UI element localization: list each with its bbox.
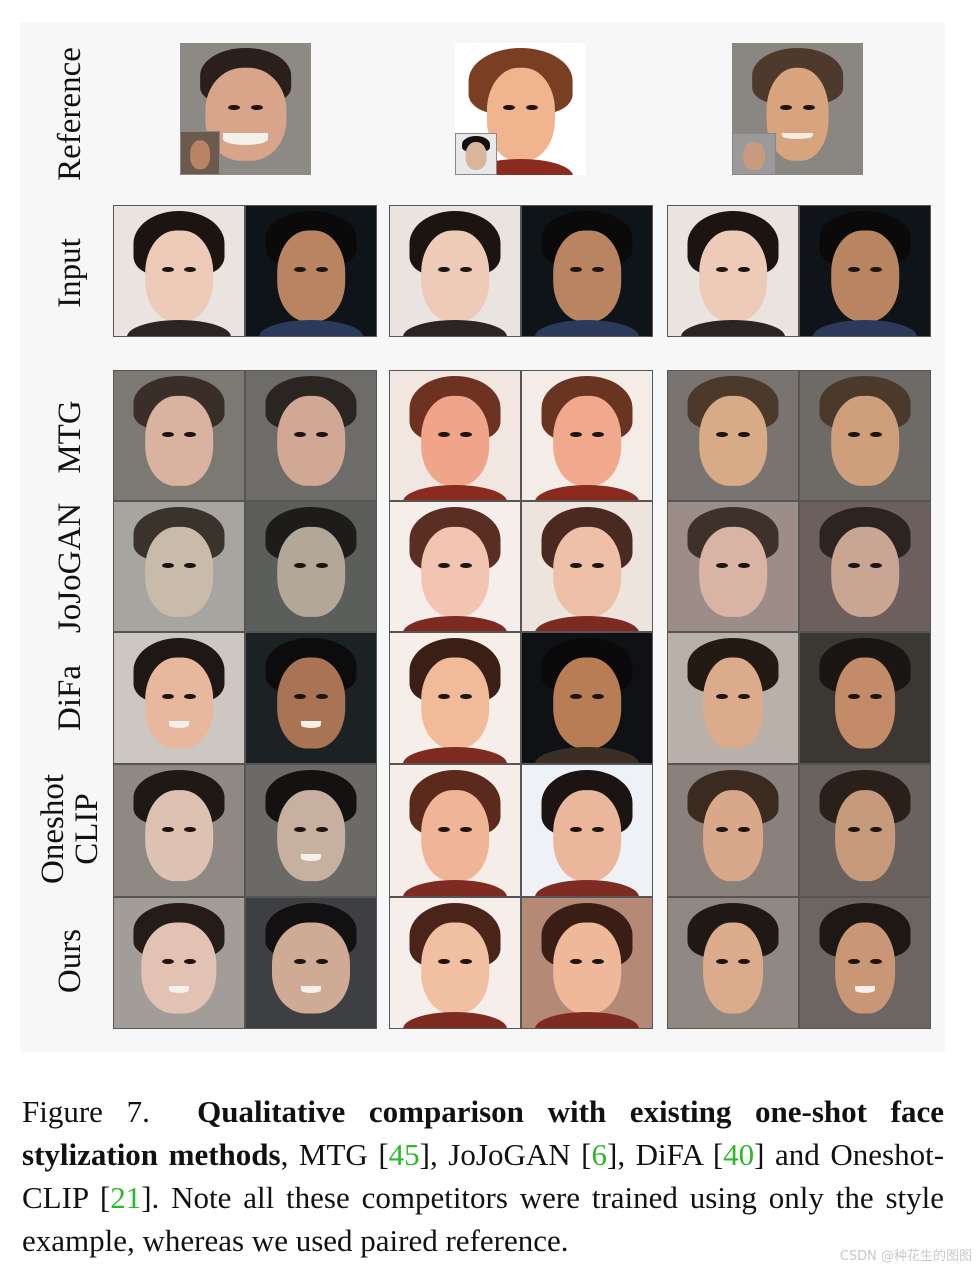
reference-image-3 <box>732 43 863 175</box>
citation-link-21[interactable]: 21 <box>110 1180 142 1215</box>
difa-group-1-woman <box>113 632 245 764</box>
watermark: CSDN @种花生的图图 <box>839 1249 972 1264</box>
difa-group-1-man <box>245 632 377 764</box>
jojogan-group-2-man <box>521 501 653 632</box>
row-label-difa-text: DiFa <box>52 665 88 731</box>
mtg-group-2-man <box>521 370 653 501</box>
oneshot-clip-group-1-man <box>245 764 377 897</box>
ours-group-2-man <box>521 897 653 1029</box>
input-group-2-man <box>521 205 653 337</box>
row-label-jojogan-text: JoJoGAN <box>52 502 88 634</box>
row-label-input-text: Input <box>52 238 88 308</box>
caption-part5: ]. Note all these competitors were train… <box>22 1180 944 1258</box>
row-label-mtg-text: MTG <box>52 400 88 474</box>
caption-part2: ], JoJoGAN [ <box>419 1137 592 1172</box>
reference-thumbnail-3 <box>732 133 776 175</box>
row-label-oneshot-line1: Oneshot <box>35 774 71 884</box>
jojogan-group-1-woman <box>113 501 245 632</box>
mtg-group-1-woman <box>113 370 245 501</box>
caption-part3: ], DiFA [ <box>607 1137 724 1172</box>
caption-bold-title: Qualitative comparison with existing one… <box>22 1094 944 1172</box>
row-label-ours-text: Ours <box>52 928 88 994</box>
reference-image-1 <box>180 43 311 175</box>
caption-prefix: Figure 7. <box>22 1094 150 1129</box>
mtg-group-2-woman <box>389 370 521 501</box>
reference-thumbnail-2 <box>455 133 497 175</box>
citation-link-45[interactable]: 45 <box>388 1137 420 1172</box>
difa-group-3-man <box>799 632 931 764</box>
ours-group-1-man <box>245 897 377 1029</box>
row-label-oneshot-clip-text: Oneshot CLIP <box>35 774 105 884</box>
row-label-oneshot-line2: CLIP <box>69 793 105 865</box>
row-label-reference-text: Reference <box>52 47 88 181</box>
figure-caption: Figure 7. Qualitative comparison with ex… <box>22 1090 944 1262</box>
input-group-1-woman <box>113 205 245 337</box>
jojogan-group-3-man <box>799 501 931 632</box>
input-group-1-man <box>245 205 377 337</box>
input-group-2-woman <box>389 205 521 337</box>
citation-link-6[interactable]: 6 <box>591 1137 608 1172</box>
mtg-group-1-man <box>245 370 377 501</box>
oneshot-clip-group-1-woman <box>113 764 245 897</box>
mtg-group-3-man <box>799 370 931 501</box>
caption-part4: ] and Oneshot-CLIP [ <box>22 1137 945 1215</box>
oneshot-clip-group-3-man <box>799 764 931 897</box>
jojogan-group-1-man <box>245 501 377 632</box>
input-group-3-man <box>799 205 931 337</box>
caption-part1: , MTG [ <box>280 1137 389 1172</box>
difa-group-2-woman <box>389 632 521 764</box>
reference-thumbnail-1 <box>180 131 220 175</box>
difa-group-3-woman <box>667 632 799 764</box>
oneshot-clip-group-2-man <box>521 764 653 897</box>
input-group-3-woman <box>667 205 799 337</box>
ours-group-3-woman <box>667 897 799 1029</box>
jojogan-group-2-woman <box>389 501 521 632</box>
jojogan-group-3-woman <box>667 501 799 632</box>
difa-group-2-man <box>521 632 653 764</box>
reference-image-2 <box>455 43 586 175</box>
citation-link-40[interactable]: 40 <box>723 1137 755 1172</box>
oneshot-clip-group-3-woman <box>667 764 799 897</box>
oneshot-clip-group-2-woman <box>389 764 521 897</box>
mtg-group-3-woman <box>667 370 799 501</box>
ours-group-3-man <box>799 897 931 1029</box>
ours-group-2-woman <box>389 897 521 1029</box>
ours-group-1-woman <box>113 897 245 1029</box>
